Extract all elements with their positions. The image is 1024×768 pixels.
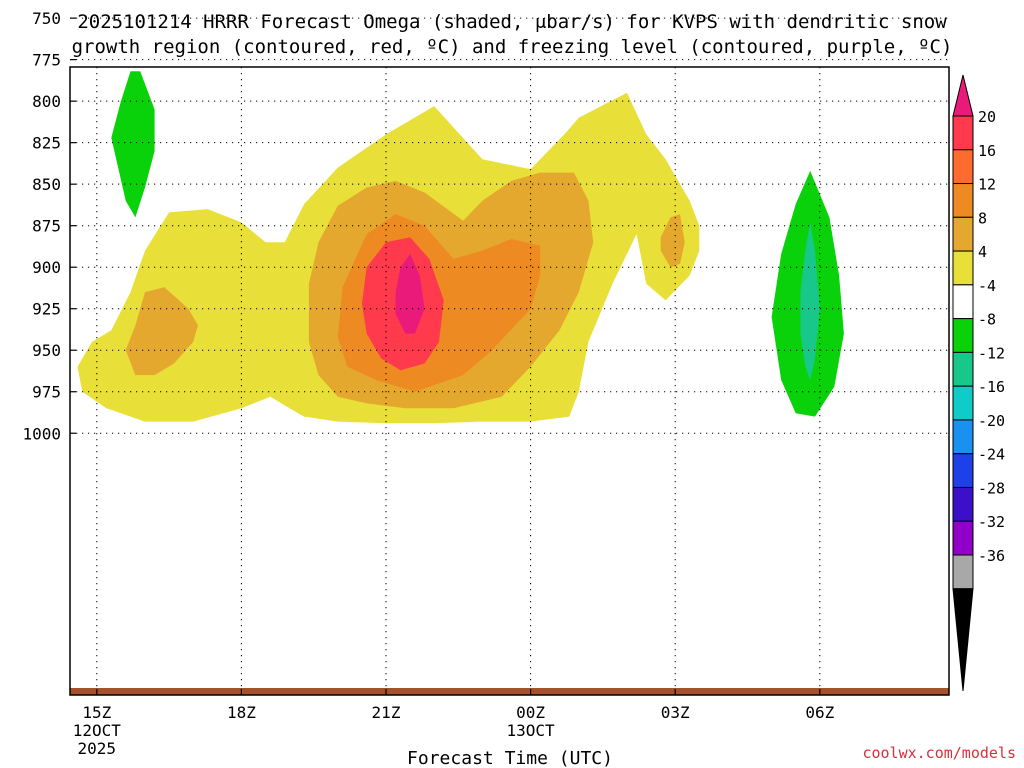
y-tick-925: 925	[32, 300, 61, 319]
colorbar-swatch-2	[952, 183, 974, 218]
colorbar-swatch-5	[952, 284, 974, 320]
colorbar-swatch-12	[952, 520, 974, 556]
ground-surface	[70, 688, 949, 695]
colorbar-label-8: -16	[978, 378, 1005, 396]
x-tick-06Z: 06Z	[805, 703, 834, 722]
colorbar-swatch-0	[952, 115, 974, 151]
y-tick-875: 875	[32, 217, 61, 236]
omega-region-7	[395, 253, 425, 334]
y-tick-1000: 1000	[22, 424, 61, 443]
colorbar-label-6: -8	[978, 311, 996, 329]
colorbar-swatch-9	[952, 419, 974, 455]
colorbar-label-11: -28	[978, 480, 1005, 498]
x-tick-03Z: 03Z	[661, 703, 690, 722]
plot-frame	[69, 66, 950, 696]
colorbar-label-1: 16	[978, 142, 996, 160]
colorbar-label-9: -20	[978, 412, 1005, 430]
colorbar-label-2: 12	[978, 176, 996, 194]
y-tick-825: 825	[32, 134, 61, 153]
colorbar-label-10: -24	[978, 446, 1005, 464]
colorbar-swatch-6	[952, 318, 974, 353]
colorbar-swatch-7	[952, 351, 974, 387]
colorbar-swatch-3	[952, 216, 974, 252]
x-tick-00Z: 00Z	[516, 703, 545, 722]
y-tick-850: 850	[32, 175, 61, 194]
y-tick-750: 750	[32, 9, 61, 28]
colorbar-label-3: 8	[978, 209, 987, 227]
colorbar-swatch-10	[952, 453, 974, 488]
y-tick-950: 950	[32, 341, 61, 360]
x-tick-18Z: 18Z	[227, 703, 256, 722]
omega-region-4	[660, 214, 685, 268]
colorbar-swatch-11	[952, 486, 974, 522]
colorbar-label-7: -12	[978, 344, 1005, 362]
colorbar-swatch-4	[952, 250, 974, 286]
x-tick-year-0: 2025	[78, 739, 117, 758]
x-tick-date-3: 13OCT	[507, 721, 556, 740]
x-tick-date-0: 12OCT	[73, 721, 122, 740]
colorbar-swatch-13	[952, 554, 974, 590]
y-tick-975: 975	[32, 383, 61, 402]
colorbar-label-0: 20	[978, 108, 996, 126]
y-tick-775: 775	[32, 51, 61, 70]
colorbar-bottom-arrow	[952, 588, 974, 692]
x-tick-15Z: 15Z	[82, 703, 111, 722]
colorbar-label-5: -4	[978, 277, 996, 295]
chart-title-line2: growth region (contoured, red, ºC) and f…	[72, 36, 953, 58]
watermark: coolwx.com/models	[862, 744, 1016, 762]
colorbar-legend: 20 16 12 8 4 -4 -8 -12 -16 -20 -24 -28 -32 -36	[952, 74, 1005, 692]
colorbar-label-13: -36	[978, 547, 1005, 565]
y-axis: 5255505756006256506757007257507758008258…	[22, 9, 76, 443]
omega-region-2	[125, 287, 198, 376]
colorbar-label-4: 4	[978, 243, 987, 261]
x-axis-label: Forecast Time (UTC)	[407, 748, 613, 768]
grid-lines	[70, 17, 949, 695]
colorbar-swatch-8	[952, 385, 974, 421]
x-tick-21Z: 21Z	[372, 703, 401, 722]
omega-shading-layer	[77, 71, 844, 424]
omega-region-10	[800, 222, 820, 381]
y-tick-800: 800	[32, 92, 61, 111]
chart-title-line1: 2025101214 HRRR Forecast Omega (shaded, …	[77, 11, 947, 33]
colorbar-swatch-1	[952, 149, 974, 185]
y-tick-900: 900	[32, 258, 61, 277]
colorbar-label-12: -32	[978, 513, 1005, 531]
omega-region-8	[111, 71, 155, 218]
